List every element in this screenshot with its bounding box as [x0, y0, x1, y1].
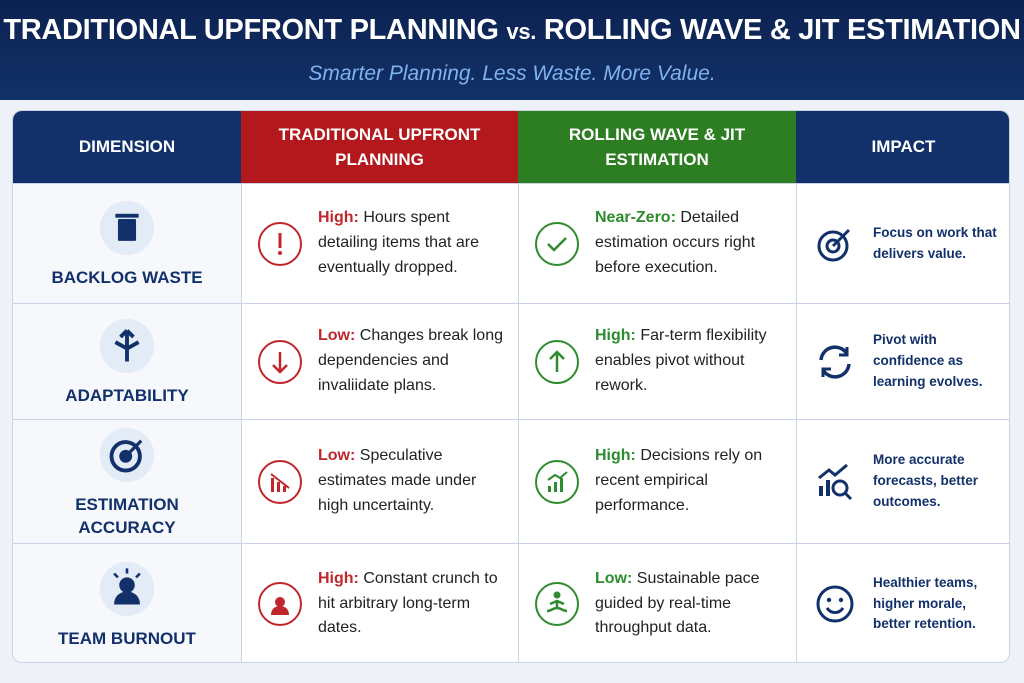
header: TRADITIONAL UPFRONT PLANNING vs. ROLLING…	[0, 0, 1024, 100]
description: Speculative estimates made under high un…	[318, 447, 477, 514]
impact-cell: Pivot with confidence as learning evolve…	[796, 303, 1009, 419]
icon	[535, 459, 579, 504]
rolling-text: High: Far-term flexibility enables pivot…	[595, 324, 782, 398]
icon	[258, 459, 302, 504]
rolling-text: High: Decisions rely on recent empirical…	[595, 444, 782, 518]
description: Decisions rely on recent empirical perfo…	[595, 447, 763, 514]
rolling-cell: Low: Sustainable pace guided by real-tim…	[518, 543, 796, 662]
column-header: TRADITIONAL UPFRONT PLANNING	[241, 111, 518, 183]
description: Detailed estimation occurs right before …	[595, 209, 756, 276]
icon	[535, 221, 579, 266]
icon	[535, 339, 579, 384]
description: Sustainable pace guided by real-time thr…	[595, 569, 760, 637]
icon	[99, 561, 155, 617]
impact-cell: Focus on work that delivers value.	[796, 183, 1009, 303]
column-header: ROLLING WAVE & JIT ESTIMATION	[518, 111, 796, 183]
dimension-cell: BACKLOG WASTE	[13, 183, 241, 303]
dimension-cell: ADAPTABILITY	[13, 303, 241, 419]
rolling-cell: Near-Zero: Detailed estimation occurs ri…	[518, 183, 796, 303]
traditional-text: High: Constant crunch to hit arbitrary l…	[318, 567, 504, 641]
rating: High:	[318, 209, 359, 227]
icon	[817, 228, 851, 261]
rating: Low:	[318, 327, 356, 345]
rating: High:	[595, 327, 636, 345]
impact: Focus on work that delivers value.	[873, 224, 997, 261]
icon	[258, 221, 302, 266]
rolling-text: Low: Sustainable pace guided by real-tim…	[595, 567, 782, 641]
dimension: TEAM BURNOUT	[58, 628, 196, 648]
impact: Pivot with confidence as learning evolve…	[873, 332, 983, 389]
dimension: ADAPTABILITY	[65, 386, 189, 406]
title-right: ROLLING WAVE & JIT ESTIMATION	[543, 14, 1021, 46]
icon	[99, 201, 155, 256]
rolling-cell: High: Far-term flexibility enables pivot…	[518, 303, 796, 419]
traditional-cell: High: Constant crunch to hit arbitrary l…	[241, 543, 518, 662]
icon	[818, 463, 853, 500]
icon	[535, 582, 579, 626]
description: Far-term flexibility enables pivot witho…	[595, 327, 767, 394]
icon	[816, 585, 854, 623]
icon	[258, 582, 302, 626]
comparison-table: DIMENSION TRADITIONAL UPFRONT PLANNING ROL…	[12, 110, 1010, 663]
icon	[99, 319, 155, 374]
traditional-cell: Low: Speculative estimates made under hi…	[241, 419, 518, 543]
dimension: BACKLOG WASTE	[51, 268, 203, 288]
impact: More accurate forecasts, better outcomes…	[873, 452, 979, 509]
rolling-cell: High: Decisions rely on recent empirical…	[518, 419, 796, 543]
rating: Low:	[318, 447, 356, 465]
column-header: IMPACT	[796, 111, 1009, 183]
traditional-text: Low: Speculative estimates made under hi…	[318, 444, 504, 518]
icon	[258, 339, 302, 384]
rating: Low:	[595, 569, 633, 587]
dimension-cell: TEAM BURNOUT	[13, 543, 241, 662]
rating: High:	[318, 569, 359, 587]
title-left: TRADITIONAL UPFRONT PLANNING	[3, 14, 499, 46]
column-header: DIMENSION	[13, 111, 241, 183]
traditional-text: Low: Changes break long dependencies and…	[318, 324, 504, 398]
traditional-cell: Low: Changes break long dependencies and…	[241, 303, 518, 419]
impact-cell: More accurate forecasts, better outcomes…	[796, 419, 1009, 543]
title-vs: vs.	[506, 19, 537, 44]
rating: Near-Zero:	[595, 209, 676, 227]
impact-cell: Healthier teams, higher morale, better r…	[796, 543, 1009, 662]
impact: Healthier teams, higher morale, better r…	[873, 574, 978, 632]
icon	[819, 344, 851, 379]
description: Hours spent detailing items that are eve…	[318, 209, 479, 276]
subtitle: Smarter Planning. Less Waste. More Value…	[308, 62, 716, 85]
rolling-text: Near-Zero: Detailed estimation occurs ri…	[595, 206, 782, 280]
title: TRADITIONAL UPFRONT PLANNING vs. ROLLING…	[0, 14, 1024, 47]
traditional-text: High: Hours spent detailing items that a…	[318, 206, 504, 280]
icon	[99, 428, 155, 483]
dimension: ESTIMATION ACCURACY	[75, 495, 179, 537]
dimension-cell: ESTIMATION ACCURACY	[13, 419, 241, 543]
description: Changes break long dependencies and inva…	[318, 327, 503, 394]
description: Constant crunch to hit arbitrary long-te…	[318, 569, 498, 637]
traditional-cell: High: Hours spent detailing items that a…	[241, 183, 518, 303]
rating: High:	[595, 447, 636, 465]
